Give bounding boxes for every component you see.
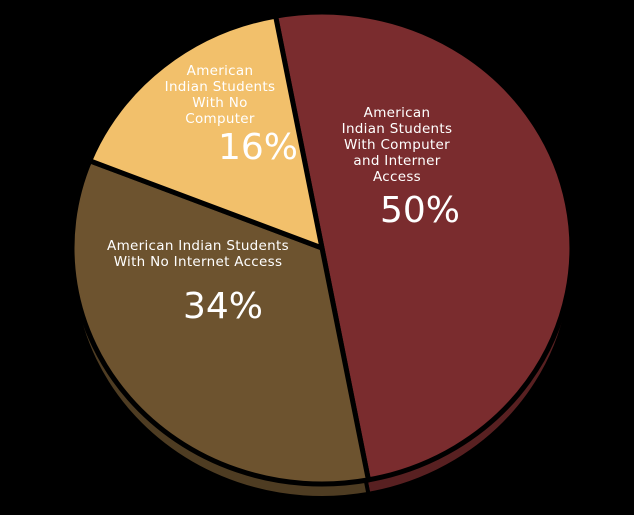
slice-label: American Indian Students With No Computer (165, 63, 276, 127)
label-line: Indian Students (165, 79, 276, 95)
label-line: Indian Students (342, 121, 453, 137)
slice-label: American Indian Students With No Internet… (107, 238, 289, 270)
value-label: 34% (183, 286, 263, 327)
value-label: 50% (380, 190, 460, 231)
slice (273, 9, 575, 483)
label-line: Computer (185, 111, 255, 127)
label-line: With No Internet Access (114, 254, 283, 270)
value-label: 16% (218, 127, 298, 168)
label-line: With No (192, 95, 247, 111)
label-line: American (187, 63, 254, 79)
slice (69, 158, 371, 487)
label-line: and Interner (353, 153, 440, 169)
slice-label: American Indian Students With Computer and … (342, 105, 453, 185)
label-line: American Indian Students (107, 238, 289, 254)
label-line: Access (373, 169, 421, 185)
label-line: American (364, 105, 431, 121)
slice (87, 13, 325, 251)
label-line: With Computer (344, 137, 450, 153)
